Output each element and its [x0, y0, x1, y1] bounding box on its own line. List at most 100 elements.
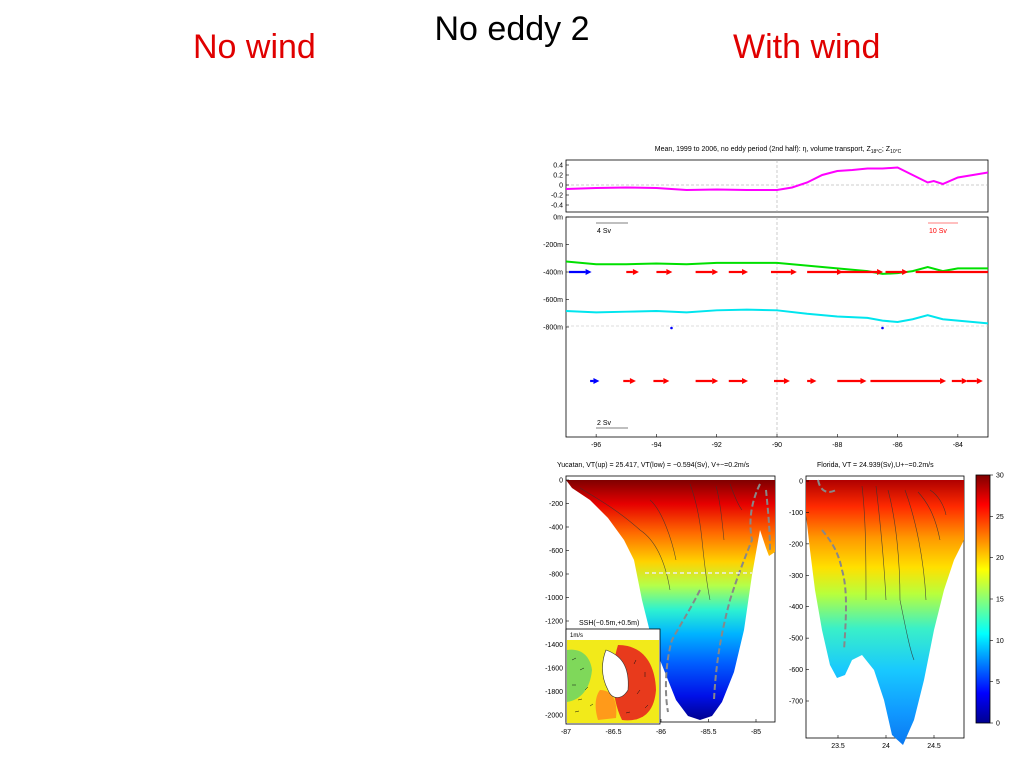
ssh-inset-vector-1 — [571, 657, 649, 714]
florida-dashed-2 — [817, 479, 837, 493]
transport-arrow-lower — [590, 378, 600, 384]
ssh-ytick-label: 0.4 — [553, 163, 563, 170]
scale-label-10sv: 10 Sv — [929, 228, 947, 235]
yucatan-dashed-2 — [765, 489, 771, 553]
with-wind-label: With wind — [733, 28, 881, 66]
florida-dashed-contours — [817, 479, 847, 651]
florida-contour-3 — [887, 489, 915, 661]
colorbar-tick-label: 0 — [996, 721, 1000, 728]
transport-arrow-lower — [695, 378, 719, 384]
yucatan-ytick-label: -400 — [549, 525, 563, 532]
yucatan-ytick-label: 0 — [559, 478, 563, 485]
depth-series-line-0 — [566, 260, 988, 275]
yucatan-dashed-1 — [713, 483, 761, 701]
top-chart-title-text: Mean, 1999 to 2006, no eddy period (2nd … — [655, 146, 872, 153]
transport-arrow-lower — [837, 378, 867, 384]
yucatan-ytick-label: -800 — [549, 572, 563, 579]
yucatan-contour-1 — [579, 487, 671, 591]
florida-ytick-label: -100 — [789, 510, 803, 517]
top-chart-title-sub10: 10°C — [890, 149, 902, 155]
florida-contour-4 — [904, 489, 927, 601]
ssh-ytick-label: -0.4 — [551, 203, 563, 210]
yucatan-ytick-label: -1800 — [545, 689, 563, 696]
lon-xtick-label: -92 — [712, 442, 722, 449]
ssh-inset-land — [602, 649, 629, 698]
yucatan-contour-5 — [729, 483, 743, 511]
transport-arrow-upper — [915, 270, 988, 274]
transport-arrow-lower — [653, 378, 670, 384]
depth-series-line-1 — [566, 308, 988, 325]
colorbar — [975, 474, 991, 724]
florida-ytick-label: -600 — [789, 667, 803, 674]
transport-arrow-lower — [966, 378, 983, 384]
colorbar-tick-label: 10 — [996, 638, 1004, 645]
ssh-inset-vectors — [571, 657, 649, 714]
florida-ytick-label: -200 — [789, 541, 803, 548]
transport-arrow-lower — [870, 378, 947, 384]
colorbar-tick-label: 30 — [996, 473, 1004, 480]
yucatan-ytick-label: -600 — [549, 548, 563, 555]
scale-label-2sv: 2 Sv — [597, 420, 612, 427]
transport-arrow-upper — [626, 269, 639, 275]
florida-title: Florida, VT = 24.939(Sv),U+−=0.2m/s — [817, 462, 934, 469]
florida-ytick-label: 0 — [799, 479, 803, 486]
transport-dot — [670, 326, 673, 330]
lon-xtick-label: -86 — [893, 442, 903, 449]
florida-section-fill — [806, 480, 964, 745]
transport-arrow-upper — [885, 269, 909, 275]
transport-arrow-lower — [807, 378, 817, 384]
colorbar-tick-label: 5 — [996, 679, 1000, 686]
florida-xtick-label: 24 — [882, 743, 890, 750]
top-chart-title-sep: ; Z — [882, 146, 891, 153]
transport-arrow-upper — [770, 269, 797, 275]
colorbar-tick-label: 20 — [996, 555, 1004, 562]
florida-xtick-label: 24.5 — [927, 743, 941, 750]
florida-ytick-label: -500 — [789, 636, 803, 643]
yucatan-xtick-label: -87 — [561, 729, 571, 736]
no-wind-label: No wind — [193, 28, 316, 66]
yucatan-ytick-label: -200 — [549, 501, 563, 508]
ssh-inset-label: SSH(−0.5m,+0.5m) — [579, 620, 639, 627]
florida-ytick-label: -300 — [789, 573, 803, 580]
yucatan-contour-4 — [715, 485, 725, 541]
yucatan-ytick-label: -1000 — [545, 595, 563, 602]
transport-arrow-lower — [951, 378, 968, 384]
yucatan-xtick-label: -85.5 — [701, 729, 717, 736]
yucatan-xtick-label: -85 — [751, 729, 761, 736]
yucatan-dashed-3 — [664, 589, 701, 713]
yucatan-contour-3 — [689, 483, 711, 601]
yucatan-ytick-label: -1400 — [545, 642, 563, 649]
colorbar-tick-label: 15 — [996, 597, 1004, 604]
ssh-inset-scale-label: 1m/s — [570, 633, 583, 639]
colorbar-tick-label: 25 — [996, 514, 1004, 521]
florida-contours — [861, 485, 947, 661]
depth-ytick-label: -400m — [543, 270, 563, 277]
florida-dashed-1 — [821, 529, 847, 651]
depth-ytick-label: -200m — [543, 242, 563, 249]
yucatan-contour-2 — [649, 499, 677, 561]
ssh-ytick-label: 0.2 — [553, 173, 563, 180]
top-chart-title: Mean, 1999 to 2006, no eddy period (2nd … — [655, 146, 902, 155]
florida-contour-5 — [917, 491, 941, 541]
depth-ytick-label: -600m — [543, 297, 563, 304]
ssh-inset-orange — [595, 690, 617, 720]
scale-label-4sv: 4 Sv — [597, 228, 612, 235]
ssh-ytick-label: 0 — [559, 183, 563, 190]
yucatan-xtick-label: -86.5 — [606, 729, 622, 736]
yucatan-ytick-label: -1200 — [545, 619, 563, 626]
florida-ytick-label: -400 — [789, 604, 803, 611]
yucatan-contours — [579, 483, 743, 601]
yucatan-title: Yucatan, VT(up) = 25.417, VT(low) = −0.5… — [557, 462, 750, 469]
yucatan-xtick-label: -86 — [656, 729, 666, 736]
transport-arrow-upper — [569, 269, 592, 275]
lon-xtick-label: -96 — [591, 442, 601, 449]
ssh-ytick-label: -0.2 — [551, 193, 563, 200]
transport-dot — [881, 326, 884, 330]
yucatan-dashed-contours — [664, 483, 771, 713]
transport-arrow-lower — [728, 378, 749, 384]
florida-contour-6 — [929, 489, 947, 516]
yucatan-ytick-label: -1600 — [545, 666, 563, 673]
ssh-inset-map — [567, 640, 659, 723]
transport-arrow-lower — [773, 378, 790, 384]
